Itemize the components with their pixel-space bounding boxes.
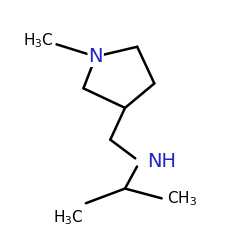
Text: CH$_3$: CH$_3$ <box>166 189 197 208</box>
Text: NH: NH <box>147 152 176 171</box>
Text: N: N <box>88 47 103 66</box>
Text: H$_3$C: H$_3$C <box>24 31 54 50</box>
Text: H$_3$C: H$_3$C <box>53 208 84 227</box>
